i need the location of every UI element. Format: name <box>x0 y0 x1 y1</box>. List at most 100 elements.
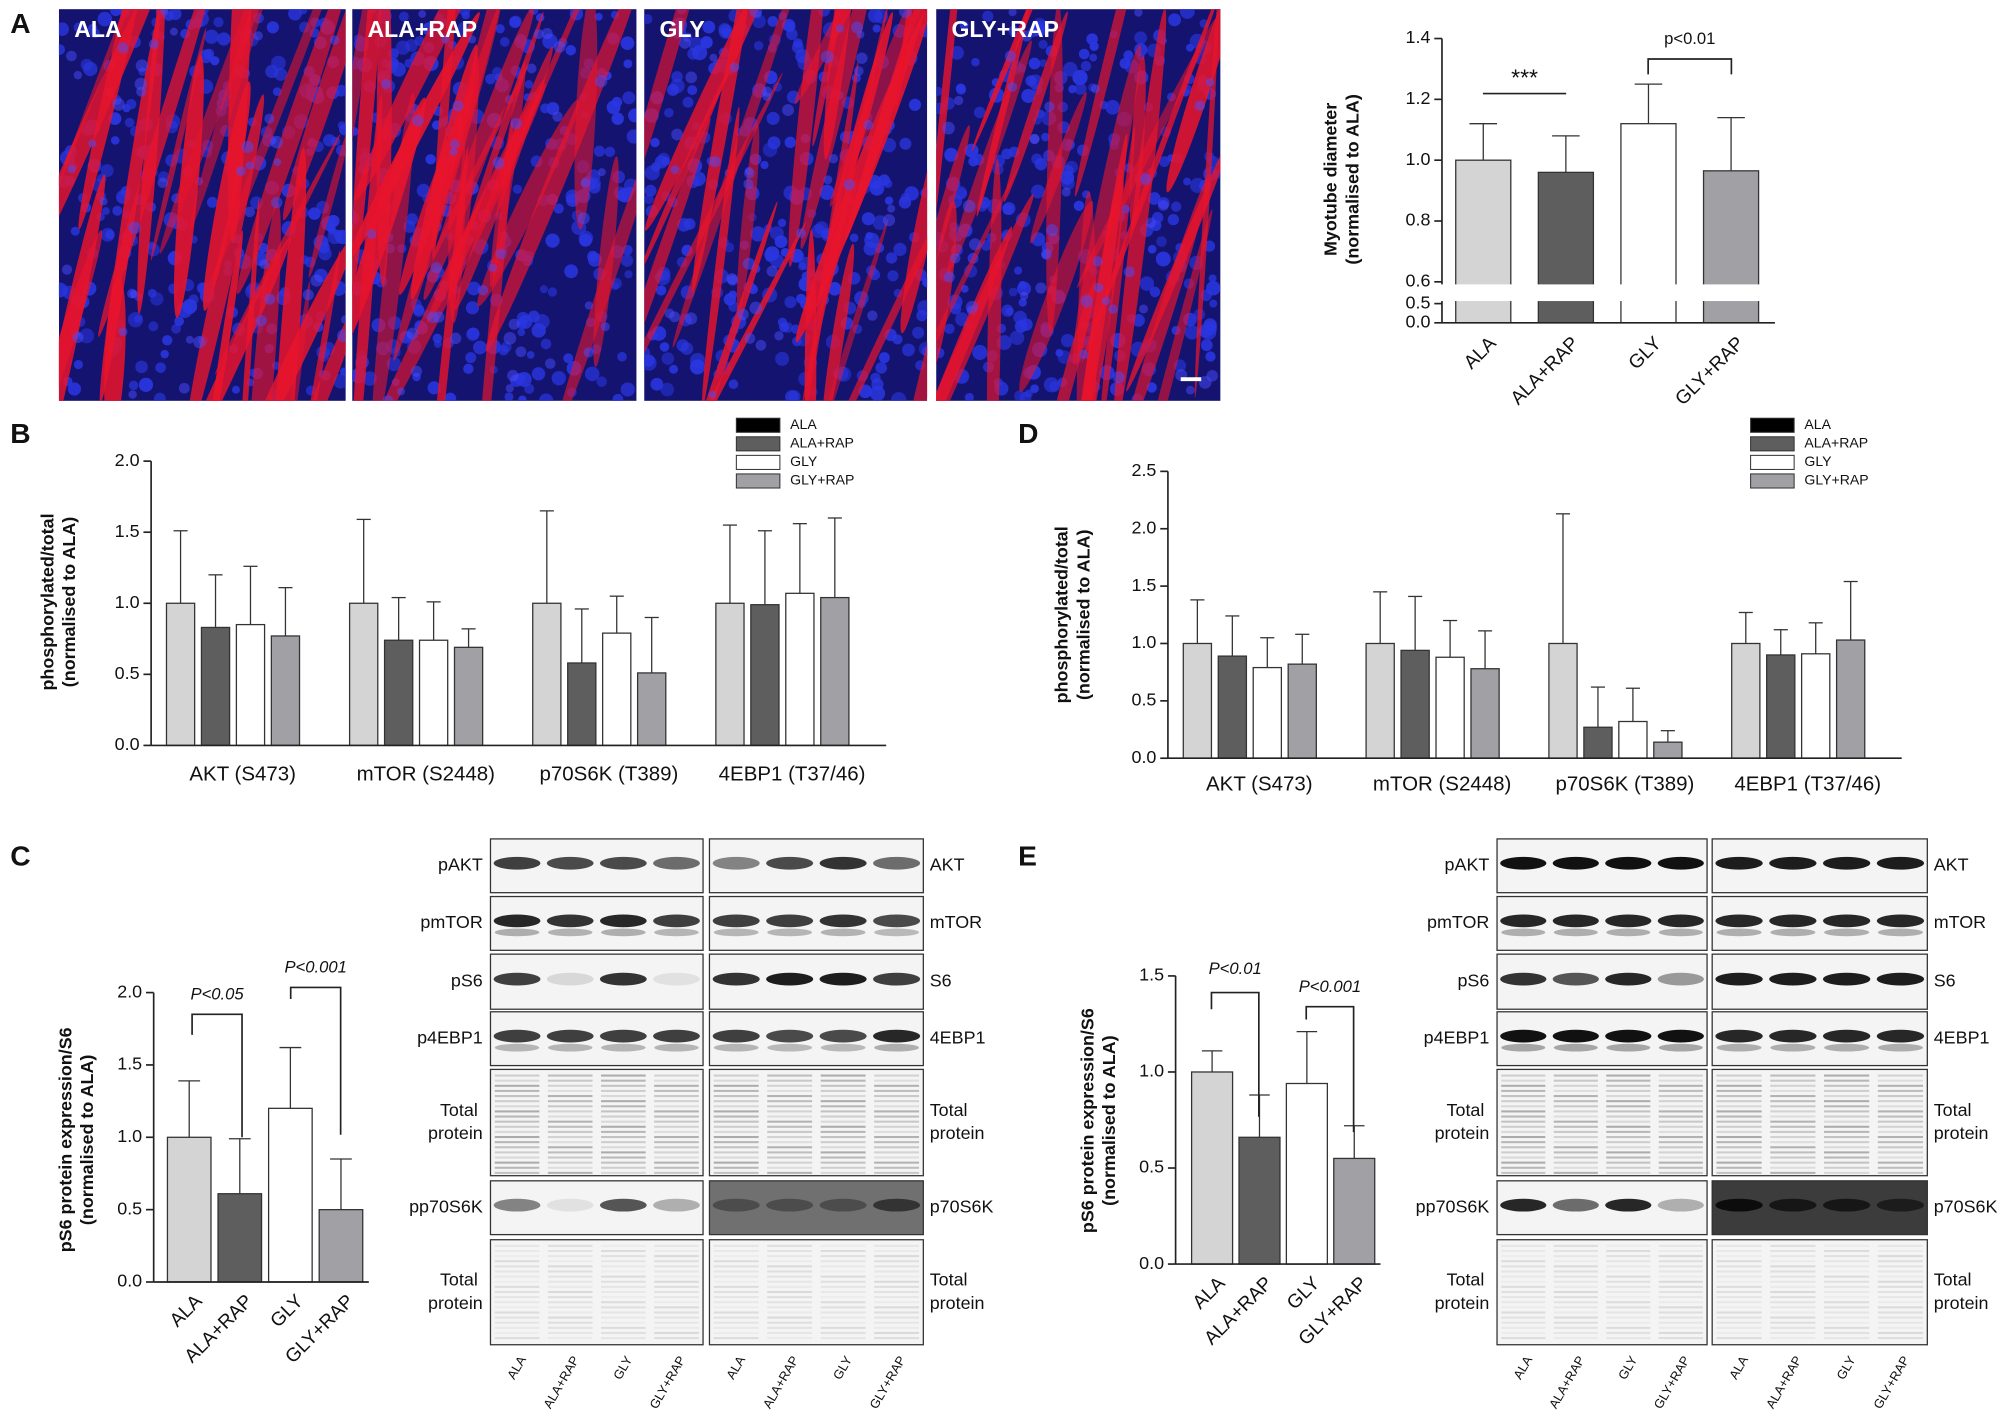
total-protein-band <box>1606 1290 1651 1294</box>
bar <box>270 635 301 747</box>
total-protein-band <box>601 1275 646 1278</box>
protein-band <box>819 1029 867 1043</box>
total-protein-band <box>767 1089 813 1092</box>
total-protein-band <box>767 1141 813 1144</box>
myotube <box>1166 9 1221 193</box>
total-protein-band <box>494 1270 540 1273</box>
total-protein-band <box>820 1296 866 1299</box>
nucleus <box>1060 333 1075 348</box>
total-protein-band <box>820 1301 866 1304</box>
protein-band <box>874 1043 920 1052</box>
total-protein-band <box>820 1244 866 1247</box>
significance-bracket <box>191 1013 243 1138</box>
blot-label: p4EBP1 <box>1424 1027 1490 1047</box>
nucleus <box>1001 304 1014 317</box>
nucleus <box>644 194 654 205</box>
total-protein-band <box>1606 1115 1651 1118</box>
total-protein-band <box>1824 1151 1870 1154</box>
nucleus <box>1190 177 1206 194</box>
total-protein-band <box>601 1110 646 1113</box>
total-protein-band <box>1658 1100 1703 1103</box>
y-tick-label: 1.5 <box>115 521 140 541</box>
total-protein-band <box>767 1171 813 1174</box>
protein-band <box>1552 972 1599 986</box>
myotube <box>164 236 292 401</box>
total-protein-band <box>547 1290 593 1294</box>
total-protein-band <box>713 1326 759 1329</box>
micrograph <box>644 9 928 401</box>
protein-band <box>546 972 594 986</box>
protein-band <box>1657 1198 1704 1212</box>
nucleus <box>863 120 874 131</box>
total-protein-band <box>1658 1326 1703 1329</box>
total-protein-band <box>1606 1166 1651 1169</box>
nucleus <box>777 317 788 327</box>
total-protein-band <box>1606 1141 1651 1144</box>
lane-label: GLY <box>830 1353 856 1382</box>
nucleus <box>169 27 178 36</box>
total-protein-band <box>874 1084 920 1087</box>
total-protein-band <box>1553 1125 1598 1128</box>
significance-label: P<0.05 <box>190 985 244 1004</box>
total-protein-band <box>547 1244 593 1247</box>
blot-label: mTOR <box>930 912 982 932</box>
total-protein-band <box>1770 1270 1816 1273</box>
total-protein-band <box>874 1244 920 1247</box>
nucleus <box>612 393 624 401</box>
total-protein-band <box>767 1270 813 1273</box>
total-protein-band <box>874 1321 920 1324</box>
total-protein-band <box>1877 1151 1924 1154</box>
total-protein-band <box>1770 1337 1816 1340</box>
nucleus <box>552 111 563 122</box>
total-protein-band <box>1824 1095 1870 1098</box>
total-protein-band <box>1501 1311 1546 1314</box>
nucleus <box>650 377 664 391</box>
total-protein-band <box>654 1260 699 1263</box>
total-protein-band <box>874 1326 920 1329</box>
nucleus <box>777 218 787 228</box>
nucleus <box>1030 384 1039 394</box>
total-protein-band <box>1606 1255 1651 1258</box>
total-protein-band <box>1770 1166 1816 1169</box>
blot-label-line: Total <box>1447 1100 1490 1120</box>
myotube <box>236 198 260 401</box>
nucleus <box>534 314 550 330</box>
protein-band <box>873 1198 921 1212</box>
nucleus <box>339 367 346 376</box>
total-protein-band <box>1824 1337 1870 1340</box>
total-protein-band <box>1770 1115 1816 1118</box>
total-protein-band <box>494 1321 540 1324</box>
nucleus <box>892 334 903 345</box>
nucleus <box>1034 157 1048 171</box>
total-protein-band <box>1877 1275 1924 1278</box>
y-tick-label: 0.5 <box>115 663 140 683</box>
protein-band <box>493 972 541 986</box>
nucleus <box>495 248 507 260</box>
total-protein-band <box>1501 1166 1546 1169</box>
total-protein-band <box>1501 1141 1546 1144</box>
blot-label: AKT <box>930 855 965 875</box>
nucleus <box>154 392 166 401</box>
total-protein-band <box>1824 1110 1870 1113</box>
nucleus <box>466 327 480 341</box>
total-protein-band <box>547 1326 593 1329</box>
total-protein-band <box>874 1270 920 1273</box>
x-tick-label: AKT (S473) <box>189 762 296 785</box>
total-protein-band <box>1501 1265 1546 1268</box>
bar <box>165 602 196 747</box>
total-protein-band <box>1716 1130 1762 1133</box>
total-protein-band <box>713 1125 759 1128</box>
total-protein-band <box>1770 1255 1816 1258</box>
significance-label: p<0.01 <box>1664 29 1715 48</box>
nucleus <box>1028 57 1041 70</box>
total-protein-band <box>1716 1110 1762 1113</box>
total-protein-band <box>713 1280 759 1283</box>
total-protein-band <box>1716 1105 1762 1108</box>
total-protein-band <box>713 1095 759 1098</box>
y-axis-label: (normalised to ALA) <box>1073 530 1093 700</box>
total-protein-band <box>601 1337 646 1340</box>
myotube <box>352 9 387 307</box>
total-protein-band <box>1501 1105 1546 1108</box>
nucleus <box>893 242 907 257</box>
total-protein-band <box>1606 1265 1651 1268</box>
